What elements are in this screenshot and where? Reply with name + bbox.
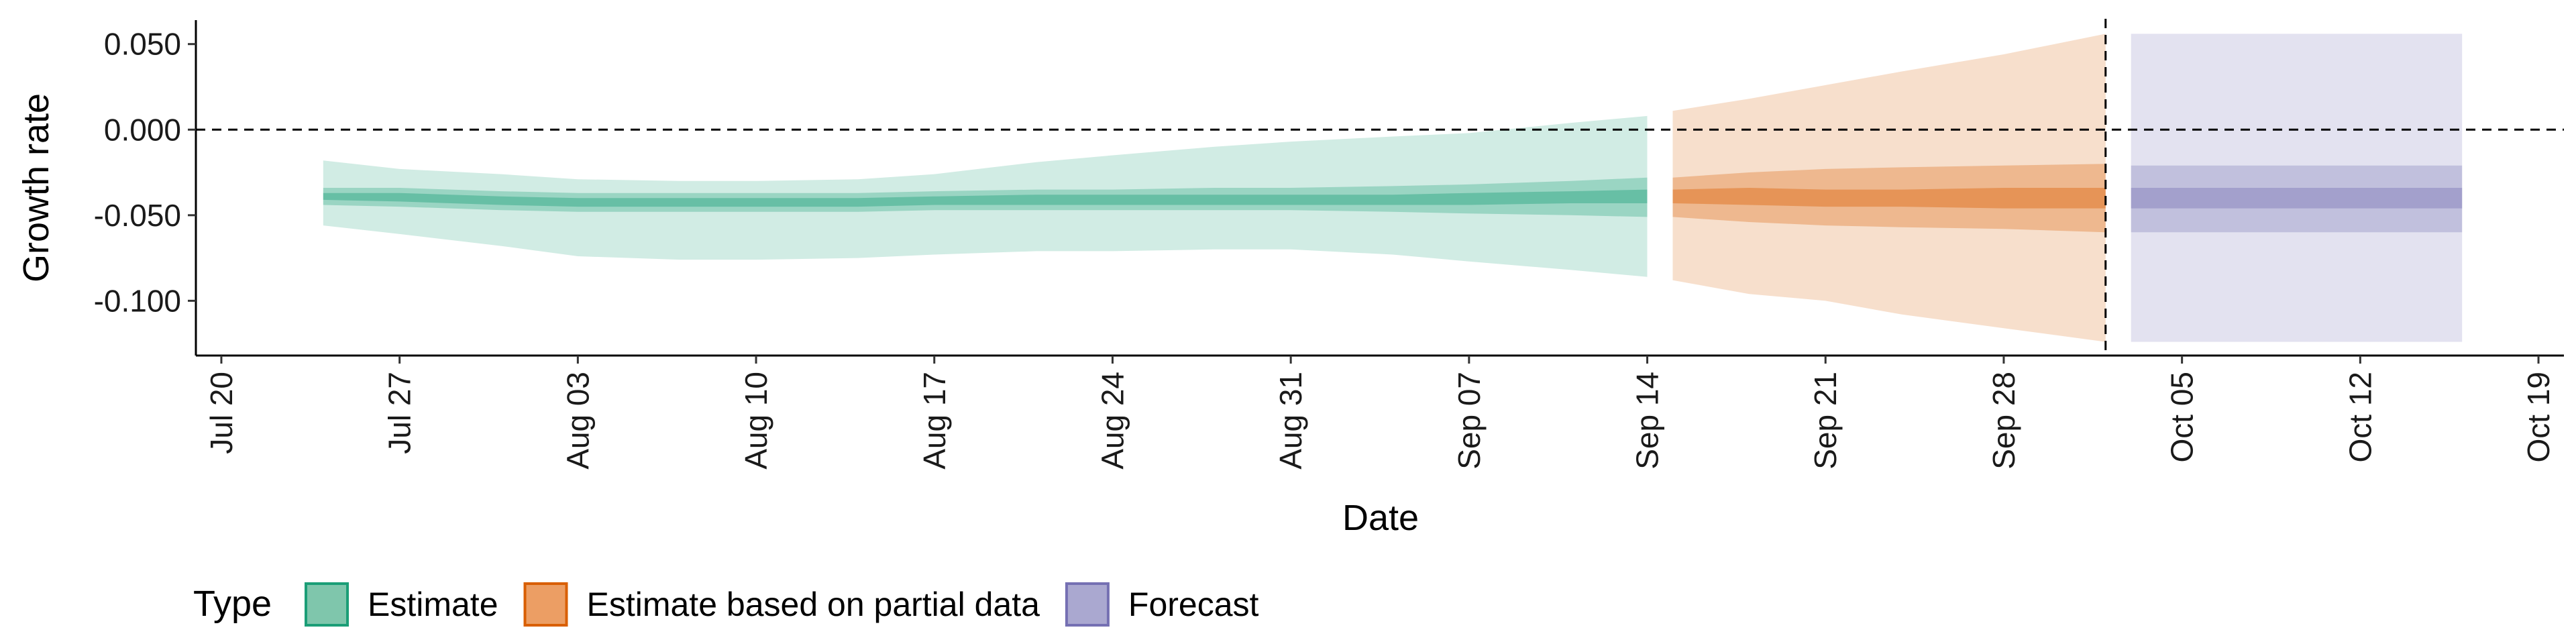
band-forecast-50	[2131, 165, 2463, 233]
x-tick-label: Aug 03	[560, 372, 595, 470]
band-partial-20	[1672, 188, 2106, 209]
y-tick-label: 0.050	[104, 27, 181, 62]
plot-bands	[323, 34, 2463, 342]
y-ticks: 0.050 0.000 -0.050 -0.100	[94, 27, 196, 318]
x-tick-label: Sep 28	[1986, 372, 2021, 470]
legend-label-1: Estimate based on partial data	[587, 586, 1040, 623]
x-tick-label: Sep 14	[1630, 372, 1665, 470]
y-tick-label: -0.050	[94, 198, 181, 233]
x-tick-label: Jul 20	[204, 372, 239, 454]
x-tick-label: Aug 31	[1273, 372, 1308, 470]
x-tick-label: Oct 12	[2343, 372, 2377, 463]
legend-label-2: Forecast	[1128, 586, 1259, 623]
y-tick-label: -0.100	[94, 283, 181, 318]
x-tick-label: Oct 05	[2165, 372, 2200, 463]
x-tick-label: Aug 10	[739, 372, 773, 470]
band-partial-90	[1672, 34, 2106, 342]
x-tick-label: Oct 19	[2521, 372, 2556, 463]
legend-label-0: Estimate	[368, 586, 498, 623]
band-estimate-90	[323, 115, 1648, 277]
x-tick-label: Aug 17	[917, 372, 952, 470]
x-ticks: Jul 20 Jul 27 Aug 03 Aug 10 Aug 17 Aug 24 Aug …	[204, 356, 2556, 470]
legend: Type Estimate Estimate based on partial d…	[193, 582, 1259, 627]
x-tick-label: Aug 24	[1095, 372, 1130, 470]
band-forecast-90	[2131, 34, 2463, 342]
band-partial-50	[1672, 164, 2106, 233]
axes	[195, 20, 2564, 357]
band-estimate-20	[323, 189, 1648, 207]
x-tick-label: Sep 07	[1452, 372, 1487, 470]
reference-lines	[196, 19, 2564, 356]
band-forecast-20	[2131, 188, 2463, 209]
legend-key-1	[523, 582, 568, 627]
band-estimate-50	[323, 177, 1648, 217]
x-tick-label: Sep 21	[1808, 372, 1843, 470]
x-axis-title: Date	[1342, 498, 1419, 538]
legend-key-0	[305, 582, 349, 627]
legend-key-2	[1065, 582, 1110, 627]
legend-title: Type	[193, 584, 272, 624]
y-tick-label: 0.000	[104, 112, 181, 147]
y-axis-title: Growth rate	[16, 93, 56, 282]
x-tick-label: Jul 27	[382, 372, 417, 454]
